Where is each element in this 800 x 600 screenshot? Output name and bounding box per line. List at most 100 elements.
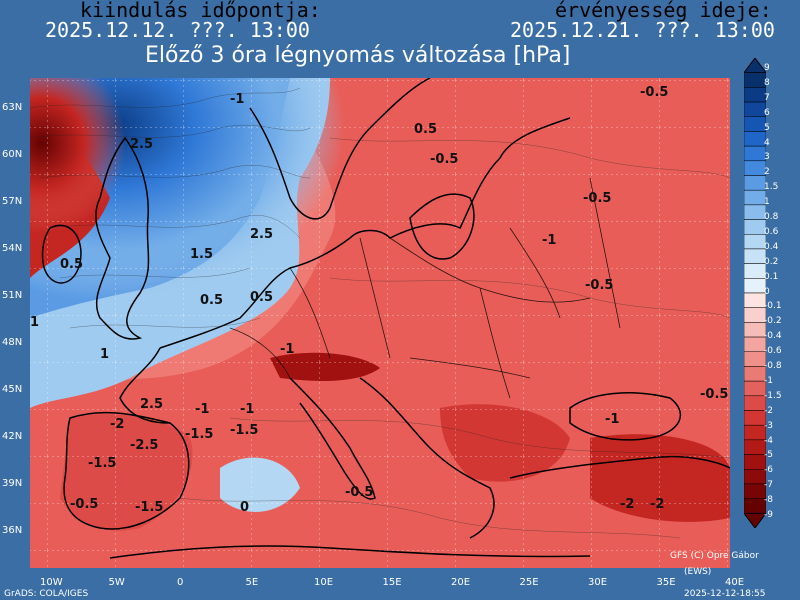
colorbar-level-label: -9 [764,510,773,520]
lat-tick-label: 42N [2,431,23,442]
colorbar-cell [744,145,766,162]
contour-value-label: -2 [110,417,124,432]
colorbar-cell [744,469,766,485]
coastlines [41,78,730,559]
lon-tick-label: 10W [40,577,63,588]
norway-coast [249,78,431,220]
france-coast [119,347,171,424]
colorbar-level-label: 0.8 [764,212,779,222]
lon-tick-label: 30E [588,577,608,588]
contour-value-label: -0.5 [583,191,611,206]
credit-line-1: GFS (C) Opre Gábor [670,551,759,561]
lat-tick-label: 63N [2,102,23,113]
colorbar-cell [744,116,766,132]
colorbar-level-label: -6 [764,465,773,476]
contour-value-label: 2.5 [130,137,153,152]
lat-tick-label: 45N [2,384,23,395]
north-africa-coast [109,545,591,559]
contour-value-label: 0.5 [414,122,437,137]
colorbar-level-label: -5 [764,450,773,461]
baltic-coast [409,193,475,260]
colorbar-cell [744,410,766,426]
colorbar-cell [744,72,766,88]
colorbar-level-label: -8 [764,495,773,506]
colorbar [744,58,766,528]
colorbar-level-label: 0.2 [764,256,779,267]
colorbar-level-label: -2 [764,405,773,416]
lat-tick-label: 51N [2,290,23,301]
colorbar-cell [744,234,766,250]
colorbar-cell [744,483,766,499]
colorbar-cell [744,439,766,455]
colorbar-level-label: -0.2 [764,316,782,327]
colorbar-cell [744,307,766,323]
colorbar-cell [744,498,766,514]
lat-tick-label: 48N [2,337,23,348]
lon-tick-label: 5W [108,577,125,588]
pressure-change-map: 2.5 2.5 1.5 1 0.5 1 0.5 -1 2.5 0.5 -0.5 -0.5 -1 -0.5 -… [30,78,730,568]
contour-lines [30,87,730,539]
colorbar-cell [744,292,766,308]
colorbar-cell [744,87,766,103]
contour-value-label: 1 [100,347,109,362]
colorbar-cell [744,204,766,220]
colorbar-level-label: 4 [764,137,770,148]
valid-value: 2025.12.21. ???. 13:00 [510,18,775,42]
colorbar-cell [744,380,766,397]
contour-value-label: -1 [605,412,619,427]
colorbar-cell [744,278,766,294]
footer-left: GrADS: COLA/IGES [4,589,89,599]
ireland-coast [41,224,82,284]
colorbar-level-label: -4 [764,435,773,446]
colorbar-level-label: -0.6 [764,346,782,357]
contour-value-label: 2.5 [250,227,273,242]
turkey-coast [509,455,730,479]
country-borders [229,177,621,399]
colorbar-cell [744,395,766,411]
colorbar-bottom-arrow [744,512,766,528]
colorbar-cell [744,101,766,117]
colorbar-level-label: 0.6 [764,226,779,237]
colorbar-cell [744,454,766,470]
iberia-coast [63,411,190,530]
colorbar-level-label: -0.8 [764,361,782,371]
colorbar-level-label: 0.4 [764,241,779,252]
black-sea-coast [569,392,682,441]
contour-value-label: -1 [542,233,556,248]
map-title: Előző 3 óra légnyomás változása [hPa] [145,43,571,68]
contour-value-label: -0.5 [430,152,458,167]
lon-tick-label: 20E [451,577,471,588]
colorbar-cell [744,424,766,441]
uk-coast [95,136,150,340]
init-value: 2025.12.12. ???. 13:00 [45,18,310,42]
contour-value-label: -1 [195,402,209,417]
colorbar-level-label: 7 [764,92,770,103]
balkan-coast [359,377,495,539]
lon-tick-label: 10E [314,577,334,588]
lon-tick-label: 15E [382,577,402,588]
footer-right: 2025-12-12-18:55 [684,589,766,599]
contour-value-label: 2.5 [140,397,163,412]
contour-value-label: -1 [240,402,254,417]
colorbar-level-label: -1.5 [764,390,782,401]
colorbar-cell [744,189,766,206]
contour-value-label: 0.5 [200,293,223,308]
colorbar-level-label: -3 [764,420,773,431]
colorbar-level-label: 9 [764,63,770,73]
colorbar-level-label: 8 [764,77,770,88]
contour-value-label: -0.5 [345,485,373,500]
contour-value-label: -2.5 [130,438,158,453]
colorbar-level-label: 6 [764,107,770,118]
contour-value-label: -1 [230,92,244,107]
colorbar-cell [744,366,766,382]
lat-tick-label: 60N [2,149,23,160]
contour-value-label: -1.5 [135,500,163,515]
colorbar-cell [744,175,766,191]
lon-tick-label: 35E [656,577,676,588]
colorbar-level-label: 3 [764,152,770,163]
lon-tick-label: 40E [725,577,745,588]
colorbar-level-label: 1.5 [764,182,779,193]
lat-tick-label: 54N [2,243,23,254]
lat-lon-grid [30,78,730,568]
lon-tick-label: 25E [519,577,539,588]
